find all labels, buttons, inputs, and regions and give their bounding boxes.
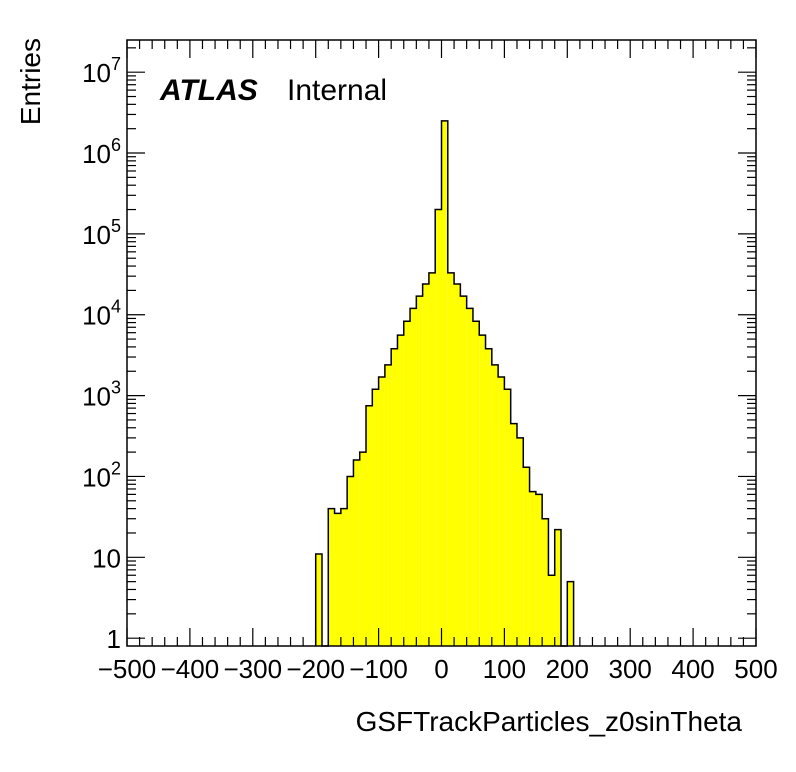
histogram-bar [548, 575, 555, 646]
histogram-bar [529, 491, 536, 646]
y-tick-label: 105 [82, 216, 121, 250]
histogram-bar [554, 529, 562, 646]
atlas-label: ATLAS [159, 74, 258, 107]
histogram-bar [384, 364, 392, 646]
histogram-bar [378, 376, 385, 646]
x-tick-label: −500 [98, 654, 157, 684]
histogram-bar [428, 272, 436, 646]
y-tick-label: 104 [82, 297, 121, 331]
histogram-bar [491, 364, 499, 646]
axis-ticks [126, 40, 757, 646]
histogram-bar [485, 348, 492, 646]
y-tick-label: 10 [92, 543, 121, 573]
histogram-bar [510, 423, 517, 646]
histogram-bar [372, 389, 379, 646]
histogram-bar [416, 296, 423, 646]
histogram-bar [410, 308, 417, 646]
histogram-bar [447, 272, 455, 646]
y-tick-labels: 1 10 102 103 104 105 106 107 [82, 54, 121, 654]
histogram-bar [403, 321, 411, 646]
x-tick-label: 100 [483, 654, 526, 684]
y-tick-label: 1 [107, 624, 121, 654]
internal-label: Internal [287, 74, 387, 107]
histogram-bar [366, 405, 373, 646]
histogram-bar [454, 284, 461, 646]
histogram-bar [315, 553, 322, 646]
x-tick-label: 200 [546, 654, 589, 684]
histogram-bar [498, 376, 505, 646]
histogram-bar [516, 437, 524, 646]
x-tick-label: 300 [609, 654, 652, 684]
y-tick-label: 102 [82, 458, 121, 492]
x-tick-label: 500 [734, 654, 777, 684]
histogram-bar [460, 296, 467, 646]
histogram-bar [353, 459, 360, 646]
x-tick-labels: −500 −400 −300 −200 −100 0 100 200 300 400 500 [98, 654, 778, 684]
histogram-bars [315, 120, 574, 646]
histogram-bar [479, 335, 486, 646]
x-tick-label: 0 [434, 654, 448, 684]
histogram-bar [472, 321, 480, 646]
x-tick-label: 400 [671, 654, 714, 684]
histogram-bar [504, 389, 511, 646]
x-axis-title: GSFTrackParticles_z0sinTheta [356, 706, 743, 737]
histogram-bar [359, 452, 367, 646]
histogram-bar [347, 476, 354, 646]
histogram-bar [567, 581, 574, 646]
histogram-bar [542, 518, 549, 646]
histogram-bar [435, 209, 442, 646]
histogram-outline [314, 120, 575, 647]
histogram-bar [535, 494, 543, 646]
y-tick-label: 103 [82, 378, 121, 412]
histogram-bar [397, 335, 404, 646]
x-tick-label: −100 [349, 654, 408, 684]
histogram-bar [334, 513, 341, 646]
histogram-bar [466, 308, 473, 646]
x-tick-label: −200 [286, 654, 345, 684]
histogram-bar [422, 284, 429, 646]
x-tick-label: −300 [224, 654, 283, 684]
x-tick-label: −400 [161, 654, 220, 684]
y-tick-label: 107 [82, 54, 121, 88]
histogram-bar [391, 348, 398, 646]
histogram-bar [340, 508, 348, 646]
y-axis-title: Entries [15, 38, 46, 125]
histogram-bar [523, 467, 530, 646]
histogram-bar [441, 120, 448, 646]
y-tick-label: 106 [82, 135, 121, 169]
histogram-bar [328, 508, 335, 646]
